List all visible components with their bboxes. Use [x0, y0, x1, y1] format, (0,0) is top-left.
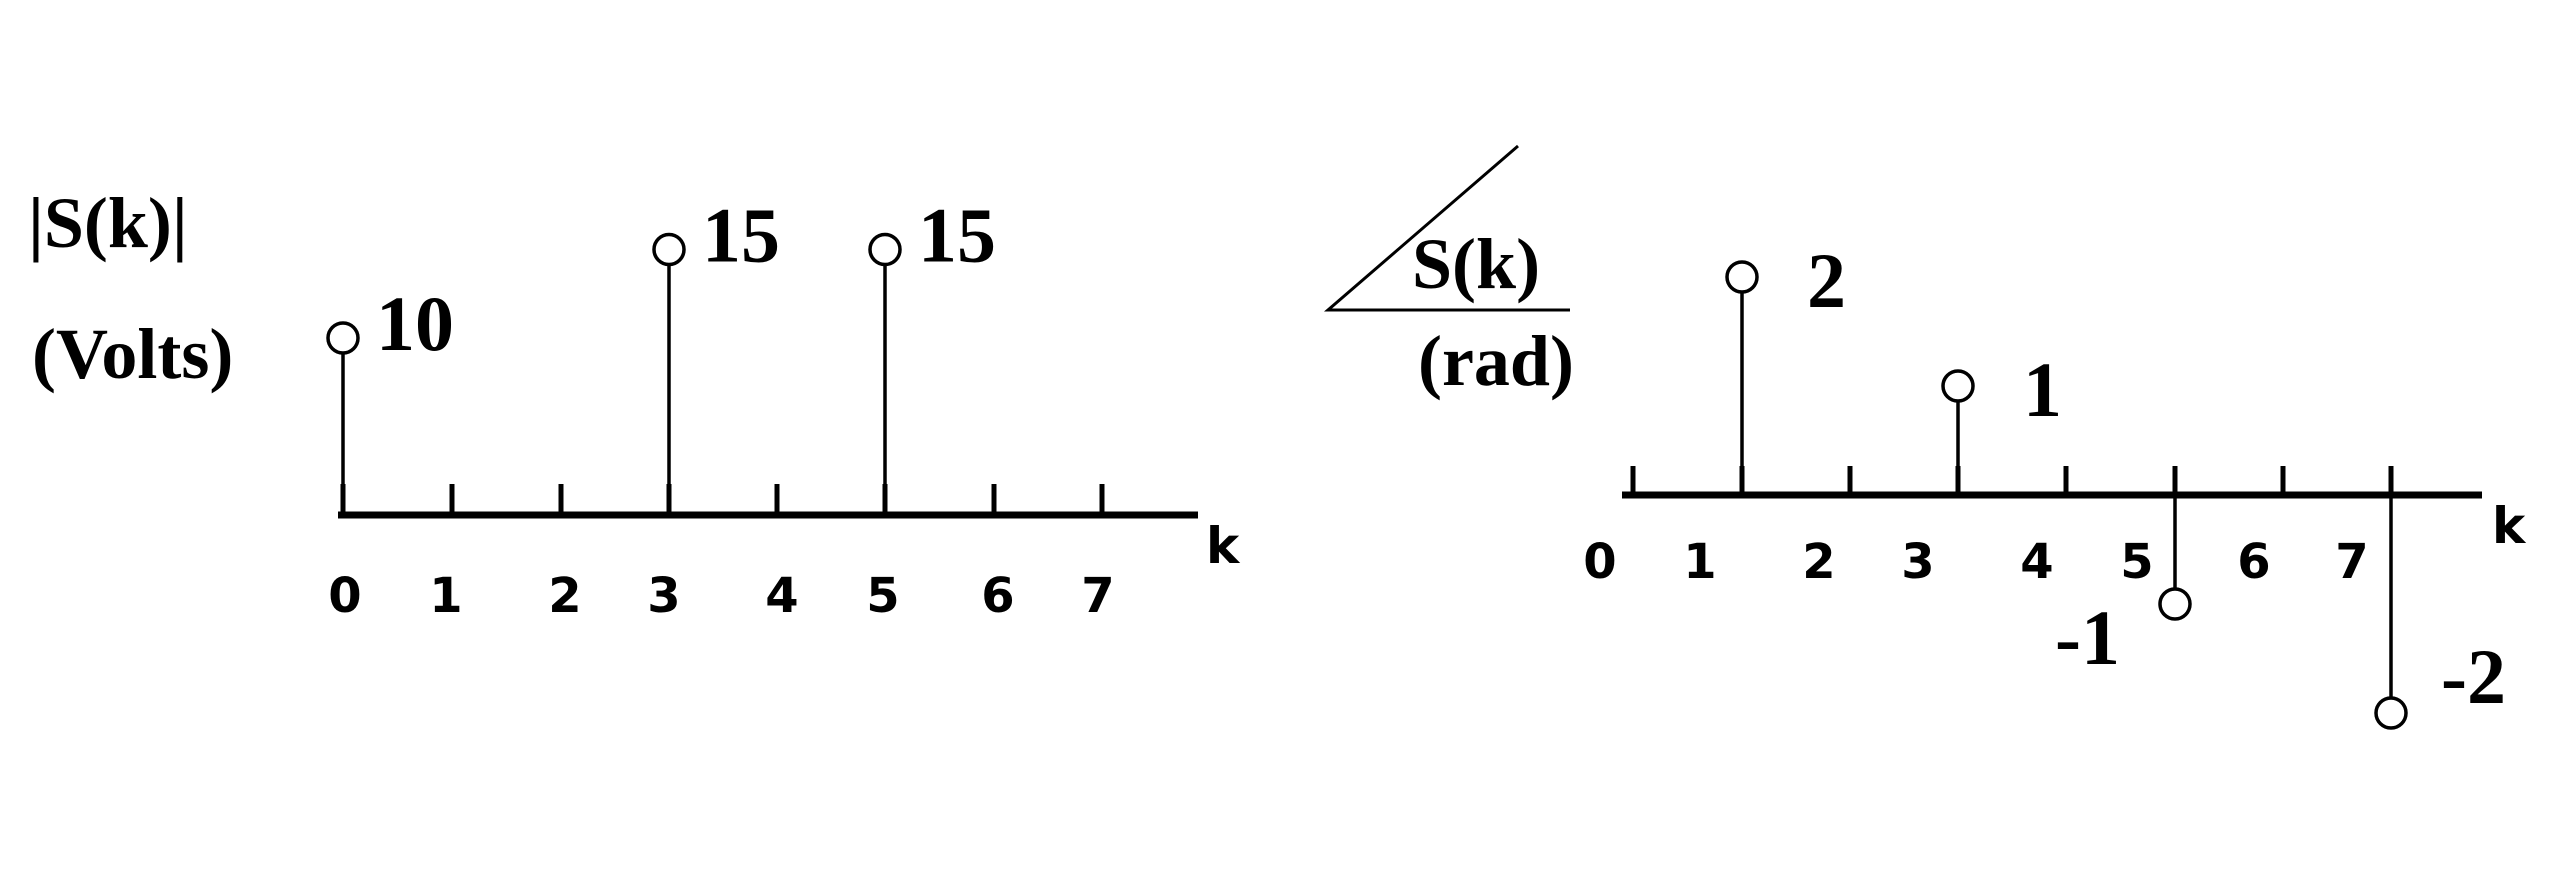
magnitude-value-label-5: 15 [918, 192, 996, 279]
magnitude-chart: |S(k)| (Volts) k 0 1 2 3 4 5 6 7 10 15 15 [28, 183, 1241, 624]
phase-tick-label-7: 7 [2335, 534, 2368, 590]
phase-tick-label-2: 2 [1802, 534, 1835, 590]
phase-ylabel-line1: S(k) [1412, 224, 1540, 304]
magnitude-tick-label-4: 4 [765, 568, 798, 624]
phase-stems: 2 1 -1 -2 [1725, 237, 2506, 730]
magnitude-marker-3 [652, 232, 686, 267]
angle-symbol [1323, 144, 1570, 312]
magnitude-ylabel-line2: (Volts) [32, 314, 233, 394]
phase-value-label-3: 1 [2023, 346, 2062, 433]
phase-marker-7 [2374, 696, 2408, 730]
magnitude-marker-0 [326, 321, 360, 355]
phase-ylabel-line2: (rad) [1418, 321, 1574, 401]
phase-value-label-5: -1 [2055, 594, 2120, 681]
magnitude-tick-label-1: 1 [429, 568, 462, 624]
magnitude-ylabel-line1: |S(k)| [28, 183, 188, 263]
magnitude-value-label-3: 15 [702, 192, 780, 279]
magnitude-value-label-0: 10 [376, 280, 454, 367]
phase-chart: S(k) (rad) k 0 1 2 3 4 5 6 7 2 1 -1 -2 [1323, 144, 2527, 730]
magnitude-tick-label-7: 7 [1081, 568, 1114, 624]
phase-tick-label-4: 4 [2020, 534, 2053, 590]
phase-tick-label-1: 1 [1683, 534, 1716, 590]
phase-tick-label-6: 6 [2237, 534, 2270, 590]
magnitude-tick-label-3: 3 [647, 568, 680, 624]
magnitude-tick-label-2: 2 [548, 568, 581, 624]
phase-tick-label-0: 0 [1583, 534, 1616, 590]
phase-marker-3 [1941, 369, 1975, 403]
phase-marker-5 [2158, 587, 2192, 621]
phase-xaxis-label: k [2492, 497, 2527, 555]
phase-value-label-7: -2 [2441, 633, 2506, 720]
magnitude-marker-5 [868, 232, 902, 267]
phase-tick-label-3: 3 [1901, 534, 1934, 590]
phase-value-label-1: 2 [1807, 237, 1846, 324]
magnitude-tick-label-0: 0 [328, 568, 361, 624]
magnitude-stems: 10 15 15 [326, 192, 996, 515]
magnitude-tick-label-5: 5 [866, 568, 899, 624]
magnitude-tick-label-6: 6 [981, 568, 1014, 624]
magnitude-ticks: 0 1 2 3 4 5 6 7 [328, 484, 1115, 624]
phase-ticks: 0 1 2 3 4 5 6 7 [1583, 466, 2394, 590]
phase-marker-1 [1725, 260, 1759, 294]
phase-tick-label-5: 5 [2120, 534, 2153, 590]
magnitude-xaxis-label: k [1206, 517, 1241, 575]
